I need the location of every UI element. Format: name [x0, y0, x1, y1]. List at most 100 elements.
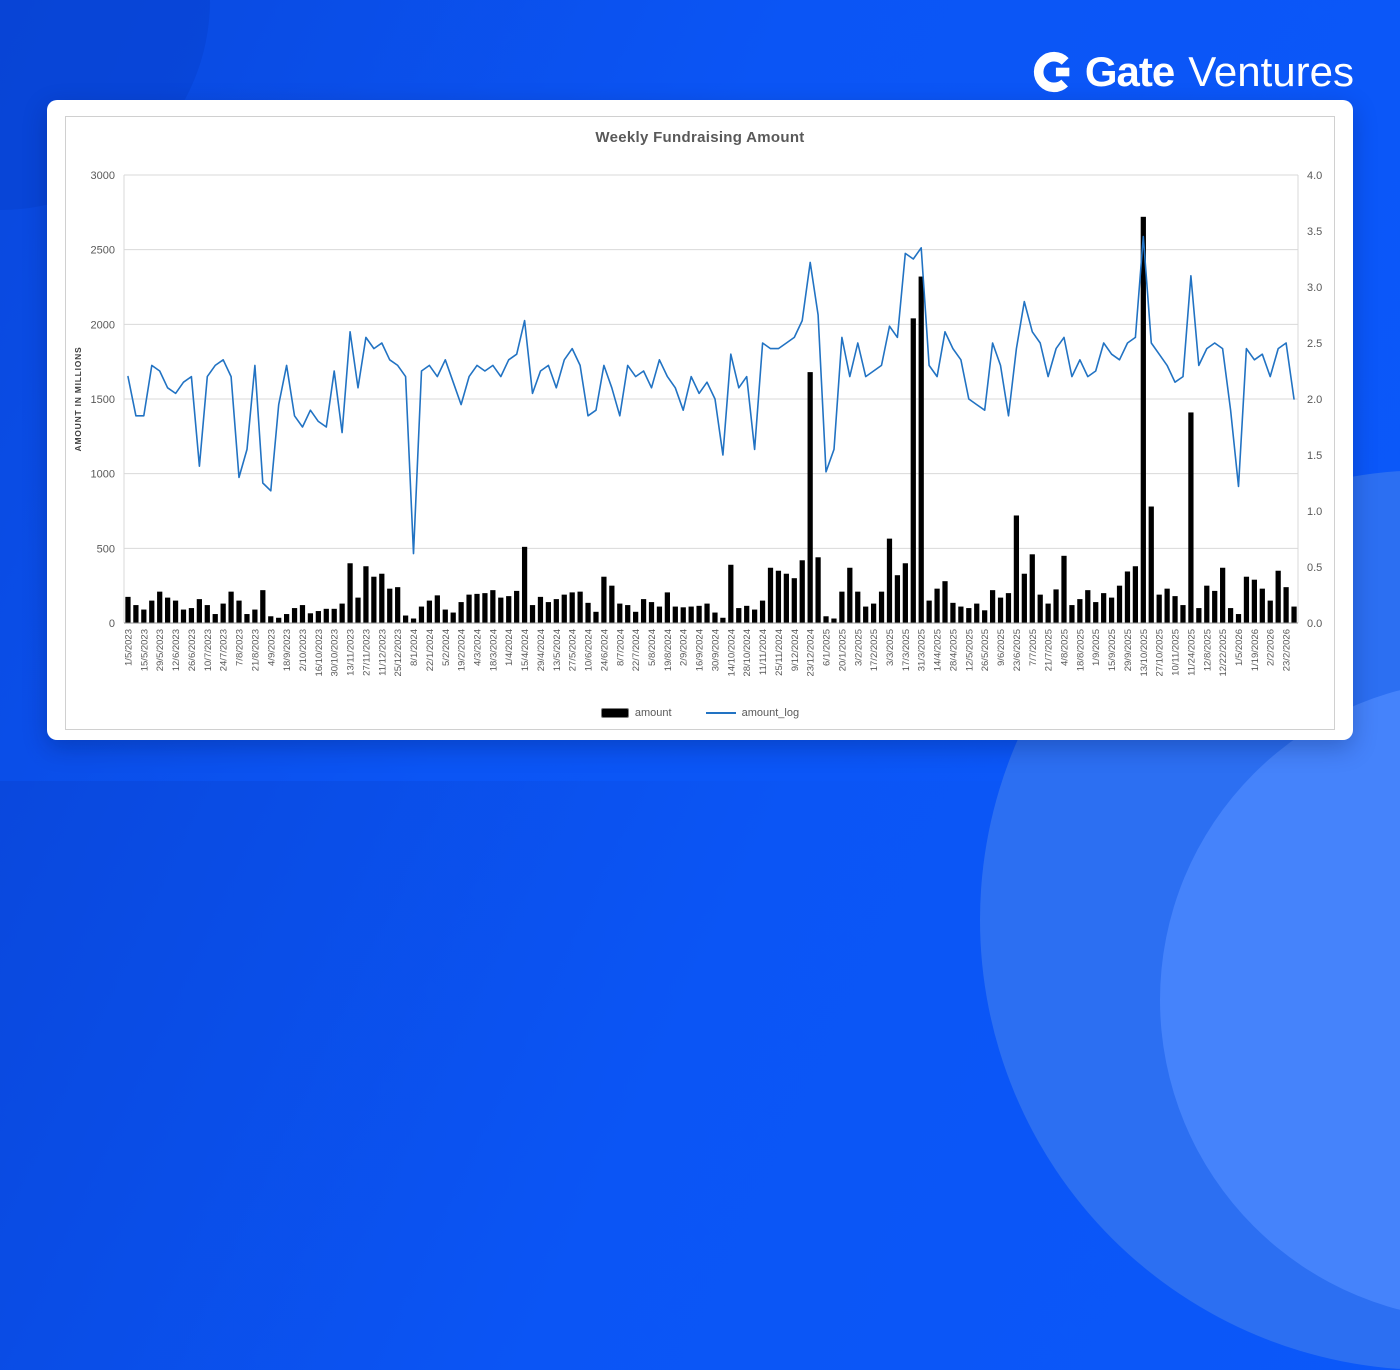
- brand-name-light: Ventures: [1188, 48, 1354, 95]
- svg-text:28/10/2024: 28/10/2024: [742, 629, 753, 677]
- brand-logo: Gate Ventures: [1031, 48, 1354, 96]
- svg-text:23/2/2026: 23/2/2026: [1282, 629, 1293, 671]
- svg-text:9/6/2025: 9/6/2025: [996, 629, 1007, 666]
- svg-text:29/4/2024: 29/4/2024: [536, 629, 547, 671]
- chart-card: Weekly Fundraising Amount 0 500 1000 1500 20…: [47, 100, 1353, 740]
- svg-text:26/6/2023: 26/6/2023: [187, 629, 198, 671]
- svg-text:10/6/2024: 10/6/2024: [584, 629, 595, 671]
- svg-text:8/1/2024: 8/1/2024: [409, 629, 420, 666]
- left-axis-tick-labels: 0 500 1000 1500 2000 2500 3000: [91, 170, 115, 630]
- svg-text:30/10/2023: 30/10/2023: [330, 629, 341, 677]
- svg-text:7/8/2023: 7/8/2023: [235, 629, 246, 666]
- svg-text:2000: 2000: [91, 319, 115, 331]
- chart-legend: amount amount_log: [66, 707, 1334, 719]
- svg-text:11/24/2025: 11/24/2025: [1186, 629, 1197, 676]
- right-axis-tick-labels: 0.0 0.5 1.0 1.5 2.0 2.5 3.0 3.5 4.0: [1307, 170, 1322, 630]
- svg-text:5/8/2024: 5/8/2024: [647, 629, 658, 666]
- svg-text:24/6/2024: 24/6/2024: [599, 629, 610, 671]
- svg-text:1.5: 1.5: [1307, 450, 1322, 462]
- svg-text:0.0: 0.0: [1307, 618, 1322, 630]
- svg-text:30/9/2024: 30/9/2024: [711, 629, 722, 671]
- legend-label-amount: amount: [634, 707, 672, 719]
- svg-text:24/7/2023: 24/7/2023: [219, 629, 230, 671]
- svg-text:13/5/2024: 13/5/2024: [552, 629, 563, 671]
- svg-text:17/2/2025: 17/2/2025: [869, 629, 880, 671]
- svg-text:27/5/2024: 27/5/2024: [568, 629, 579, 671]
- legend-item-amount-log: amount_log: [705, 707, 800, 719]
- svg-text:27/10/2025: 27/10/2025: [1155, 629, 1166, 677]
- svg-text:6/1/2025: 6/1/2025: [822, 629, 833, 666]
- x-axis-labels: 1/5/2023 15/5/2023 29/5/2023 12/6/2023 26/6/…: [124, 629, 1293, 677]
- svg-text:31/3/2025: 31/3/2025: [917, 629, 928, 671]
- svg-text:15/5/2023: 15/5/2023: [139, 629, 150, 671]
- svg-text:10/7/2023: 10/7/2023: [203, 629, 214, 671]
- svg-text:2/10/2023: 2/10/2023: [298, 629, 309, 671]
- svg-text:27/11/2023: 27/11/2023: [361, 629, 372, 676]
- svg-text:12/5/2025: 12/5/2025: [964, 629, 975, 671]
- svg-text:16/9/2024: 16/9/2024: [695, 629, 706, 671]
- legend-item-amount: amount: [600, 707, 672, 719]
- svg-text:15/4/2024: 15/4/2024: [520, 629, 531, 671]
- svg-text:2/2/2026: 2/2/2026: [1266, 629, 1277, 666]
- svg-text:9/12/2024: 9/12/2024: [790, 629, 801, 671]
- svg-text:1/19/2026: 1/19/2026: [1250, 629, 1261, 671]
- svg-text:14/10/2024: 14/10/2024: [726, 629, 737, 677]
- svg-text:11/12/2023: 11/12/2023: [377, 629, 388, 676]
- svg-text:1000: 1000: [91, 469, 115, 481]
- svg-text:19/2/2024: 19/2/2024: [457, 629, 468, 671]
- legend-label-amount-log: amount_log: [741, 707, 800, 719]
- chart-title: Weekly Fundraising Amount: [595, 129, 805, 146]
- svg-text:10/11/2025: 10/11/2025: [1171, 629, 1182, 676]
- svg-text:25/11/2024: 25/11/2024: [774, 629, 785, 676]
- svg-text:2500: 2500: [91, 245, 115, 257]
- svg-text:4/9/2023: 4/9/2023: [266, 629, 277, 666]
- svg-text:23/12/2024: 23/12/2024: [806, 629, 817, 677]
- svg-text:21/7/2025: 21/7/2025: [1044, 629, 1055, 671]
- svg-text:0.5: 0.5: [1307, 562, 1322, 574]
- svg-text:2/9/2024: 2/9/2024: [679, 629, 690, 666]
- svg-text:18/9/2023: 18/9/2023: [282, 629, 293, 671]
- svg-text:13/11/2023: 13/11/2023: [346, 629, 357, 676]
- svg-text:11/11/2024: 11/11/2024: [758, 629, 769, 675]
- svg-text:23/6/2025: 23/6/2025: [1012, 629, 1023, 671]
- svg-text:1500: 1500: [91, 394, 115, 406]
- svg-text:19/8/2024: 19/8/2024: [663, 629, 674, 671]
- svg-text:8/7/2024: 8/7/2024: [615, 629, 626, 666]
- svg-text:3.0: 3.0: [1307, 282, 1322, 294]
- svg-text:5/2/2024: 5/2/2024: [441, 629, 452, 666]
- svg-text:17/3/2025: 17/3/2025: [901, 629, 912, 671]
- svg-text:4.0: 4.0: [1307, 170, 1322, 182]
- svg-text:16/10/2023: 16/10/2023: [314, 629, 325, 677]
- brand-name-bold: Gate: [1084, 48, 1175, 95]
- chart-frame: Weekly Fundraising Amount 0 500 1000 1500 20…: [65, 116, 1335, 730]
- svg-text:7/7/2025: 7/7/2025: [1028, 629, 1039, 666]
- svg-text:12/6/2023: 12/6/2023: [171, 629, 182, 671]
- gate-logo-icon: [1033, 51, 1074, 93]
- svg-text:4/8/2025: 4/8/2025: [1060, 629, 1071, 666]
- amount-bar-swatch: [600, 708, 629, 718]
- svg-text:18/8/2025: 18/8/2025: [1075, 629, 1086, 671]
- svg-text:29/9/2025: 29/9/2025: [1123, 629, 1134, 671]
- svg-text:20/1/2025: 20/1/2025: [837, 629, 848, 671]
- svg-text:14/4/2025: 14/4/2025: [933, 629, 944, 671]
- svg-text:28/4/2025: 28/4/2025: [948, 629, 959, 671]
- line-series-amount-log: [127, 235, 1295, 555]
- svg-text:22/7/2024: 22/7/2024: [631, 629, 642, 671]
- bars-series-amount: [125, 216, 1297, 623]
- svg-text:26/5/2025: 26/5/2025: [980, 629, 991, 671]
- svg-text:13/10/2025: 13/10/2025: [1139, 629, 1150, 677]
- svg-text:3/3/2025: 3/3/2025: [885, 629, 896, 666]
- svg-text:500: 500: [97, 543, 115, 555]
- svg-text:3.5: 3.5: [1307, 226, 1322, 238]
- svg-text:3000: 3000: [91, 170, 115, 182]
- svg-text:21/8/2023: 21/8/2023: [250, 629, 261, 671]
- svg-text:12/22/2025: 12/22/2025: [1218, 629, 1229, 677]
- svg-text:1/5/2026: 1/5/2026: [1234, 629, 1245, 666]
- svg-text:2.0: 2.0: [1307, 394, 1322, 406]
- fundraising-chart: 0 500 1000 1500 2000 2500 3000 0.0 0.5 1.0 1.5 2.0 2…: [73, 170, 1322, 677]
- svg-text:0: 0: [109, 618, 115, 630]
- svg-text:1/5/2023: 1/5/2023: [124, 629, 135, 666]
- svg-text:4/3/2024: 4/3/2024: [473, 629, 484, 666]
- svg-text:22/1/2024: 22/1/2024: [425, 629, 436, 671]
- svg-text:1/9/2025: 1/9/2025: [1091, 629, 1102, 666]
